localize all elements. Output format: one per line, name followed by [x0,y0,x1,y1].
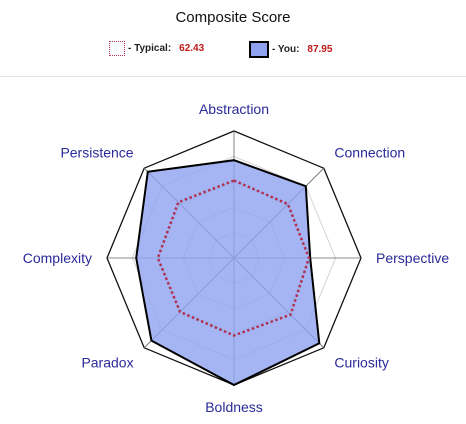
axis-label-paradox: Paradox [81,354,133,370]
legend-value-you: 87.95 [307,44,333,55]
legend-item-you: - You: 87.95 [249,41,332,58]
axis-label-abstraction: Abstraction [199,101,269,117]
legend-item-typical: - Typical: 62.43 [109,41,204,56]
axis-label-complexity: Complexity [23,250,92,266]
chart-title: Composite Score [175,9,291,26]
legend-value-typical: 62.43 [179,43,205,54]
legend: - Typical: 62.43 - You: 87.95 [0,41,466,61]
legend-label-typical: - Typical: [128,43,172,54]
legend-label-you: - You: [272,44,300,55]
series-typical-line [156,179,311,337]
axis-label-boldness: Boldness [205,399,263,415]
legend-swatch-typical [109,41,125,56]
axis-label-curiosity: Curiosity [334,354,388,370]
separator [0,76,466,77]
axis-label-connection: Connection [334,145,405,161]
axis-label-perspective: Perspective [376,250,449,266]
series-you-area [135,159,321,387]
legend-swatch-you [249,41,269,58]
axis-label-persistence: Persistence [60,145,133,161]
